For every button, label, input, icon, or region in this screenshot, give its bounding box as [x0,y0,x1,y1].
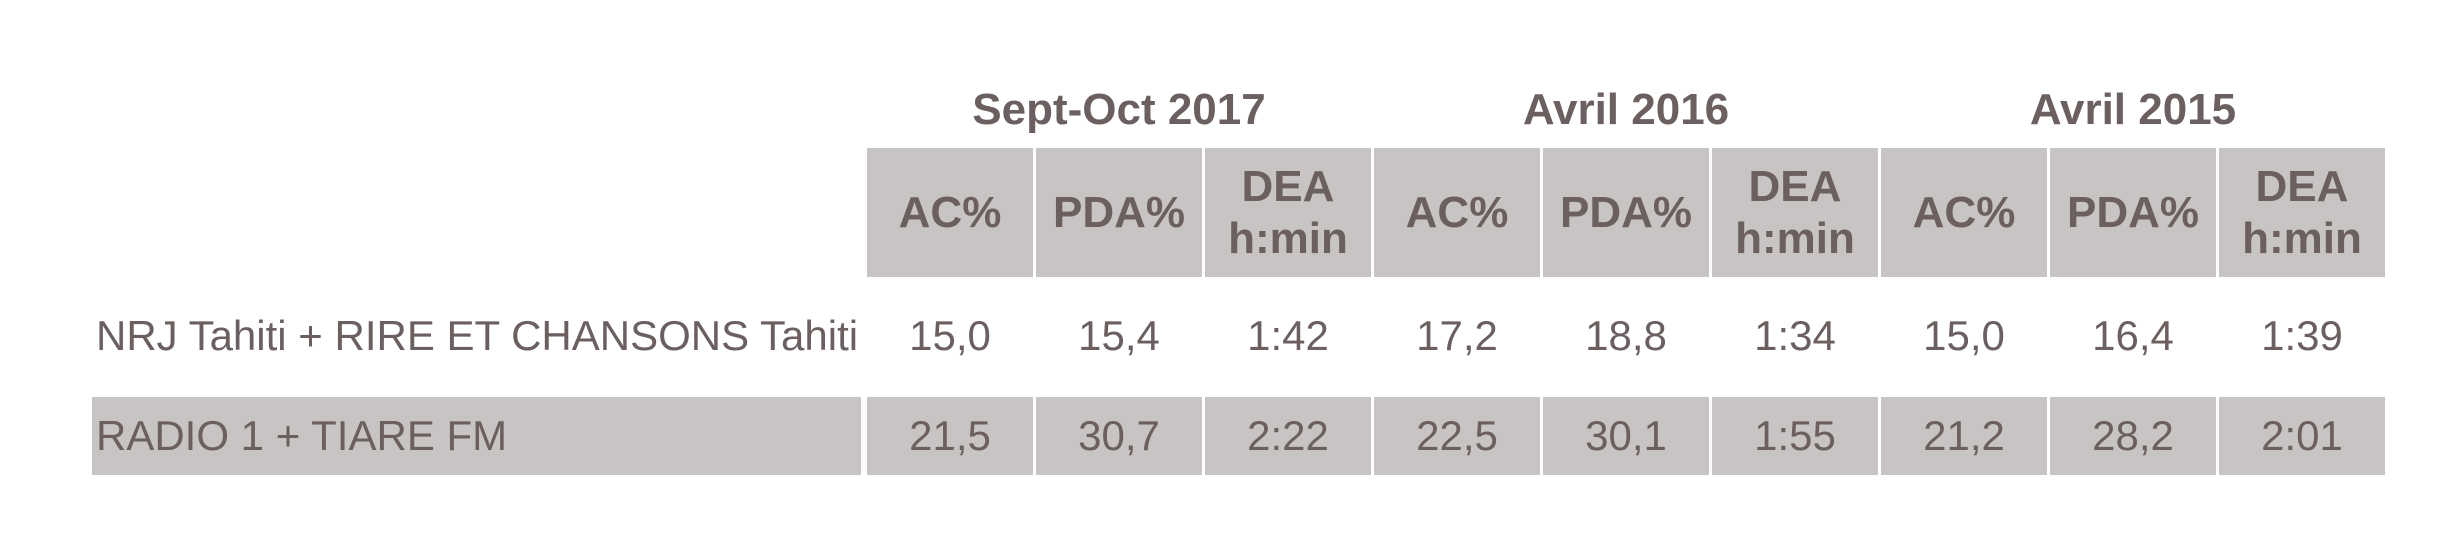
row-label: NRJ Tahiti + RIRE ET CHANSONS Tahiti [96,312,859,359]
column-header: AC% [1374,148,1540,277]
cell: 30,7 [1036,397,1202,475]
column-header: DEA h:min [2219,148,2385,277]
cell: 22,5 [1374,397,1540,475]
column-header: PDA% [1036,148,1202,277]
cell: 21,5 [867,397,1033,475]
group-header: Avril 2016 [1522,85,1730,134]
column-header: AC% [867,148,1033,277]
column-header: DEA h:min [1712,148,1878,277]
cell: 17,2 [1416,312,1498,359]
group-header: Sept-Oct 2017 [972,85,1266,134]
cell: 15,0 [909,312,991,359]
cell: 28,2 [2050,397,2216,475]
cell: 2:22 [1205,397,1371,475]
cell: 1:39 [2261,312,2343,359]
cell: 30,1 [1543,397,1709,475]
cell: 16,4 [2092,312,2174,359]
cell: 15,4 [1078,312,1160,359]
column-header: PDA% [1543,148,1709,277]
cell: 18,8 [1585,312,1667,359]
group-header: Avril 2015 [2029,85,2237,134]
cell: 1:34 [1754,312,1836,359]
column-header: PDA% [2050,148,2216,277]
column-header: DEA h:min [1205,148,1371,277]
cell: 1:55 [1712,397,1878,475]
cell: 21,2 [1881,397,2047,475]
row-label: RADIO 1 + TIARE FM [92,397,861,475]
cell: 15,0 [1923,312,2005,359]
cell: 2:01 [2219,397,2385,475]
cell: 1:42 [1247,312,1329,359]
column-header: AC% [1881,148,2047,277]
